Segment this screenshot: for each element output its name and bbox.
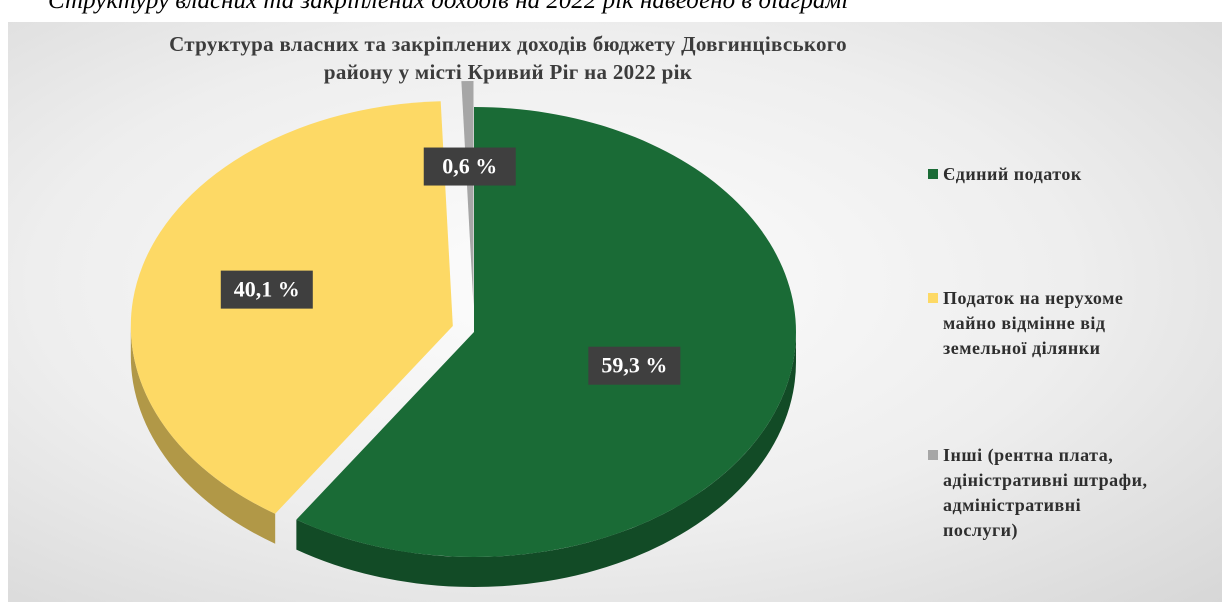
slice-property-tax-label: 40,1 % xyxy=(220,270,313,309)
slice-single-tax-label: 59,3 % xyxy=(588,346,681,385)
slice-other-label-box xyxy=(423,147,516,186)
chart-title: Структура власних та закріплених доходів… xyxy=(158,30,858,86)
slice-other-label: 0,6 % xyxy=(423,147,516,186)
chart-panel: Структура власних та закріплених доходів… xyxy=(8,22,1222,602)
slice-property-tax-side xyxy=(130,326,276,544)
legend-line: адміністративні xyxy=(943,495,1082,515)
legend-line: Інші (рентна плата, xyxy=(943,445,1114,465)
legend-line: майно відмінне від xyxy=(943,313,1106,333)
legend-swatch-other xyxy=(928,450,938,460)
legend-item-other: Інші (рентна плата, адіністративні штраф… xyxy=(928,443,1218,543)
legend-swatch-property-tax xyxy=(928,293,938,303)
chart-title-line-1: Структура власних та закріплених доходів… xyxy=(169,32,847,56)
slice-single-tax xyxy=(296,107,797,558)
slice-other-label-text: 0,6 % xyxy=(442,154,497,179)
pie-chart: 59,3 % 40,1 % 0,6 % xyxy=(130,81,797,587)
legend-line: послуги) xyxy=(943,520,1018,540)
legend-label-other: Інші (рентна плата, адіністративні штраф… xyxy=(943,443,1147,543)
slice-single-tax-side xyxy=(296,332,796,587)
slice-property-tax-label-box xyxy=(220,270,313,309)
legend-line: адіністративні штрафи, xyxy=(943,470,1148,490)
page-caption: Структуру власних та закріплених доходів… xyxy=(48,0,849,14)
legend-label-single-tax: Єдиний податок xyxy=(943,162,1082,187)
legend-line: земельної ділянки xyxy=(943,338,1101,358)
slice-single-tax-label-text: 59,3 % xyxy=(601,353,667,378)
legend-line: Податок на нерухоме xyxy=(943,288,1124,308)
legend-item-single-tax: Єдиний податок xyxy=(928,162,1218,187)
slice-single-tax-label-box xyxy=(588,346,681,385)
slice-other xyxy=(461,81,474,307)
legend-item-property-tax: Податок на нерухоме майно відмінне від з… xyxy=(928,286,1218,361)
legend-label-property-tax: Податок на нерухоме майно відмінне від з… xyxy=(943,286,1123,361)
chart-title-line-2: району у місті Кривий Ріг на 2022 рік xyxy=(323,60,693,84)
legend-swatch-single-tax xyxy=(928,169,938,179)
slice-property-tax-label-text: 40,1 % xyxy=(234,277,300,302)
legend-line: Єдиний податок xyxy=(943,164,1082,184)
